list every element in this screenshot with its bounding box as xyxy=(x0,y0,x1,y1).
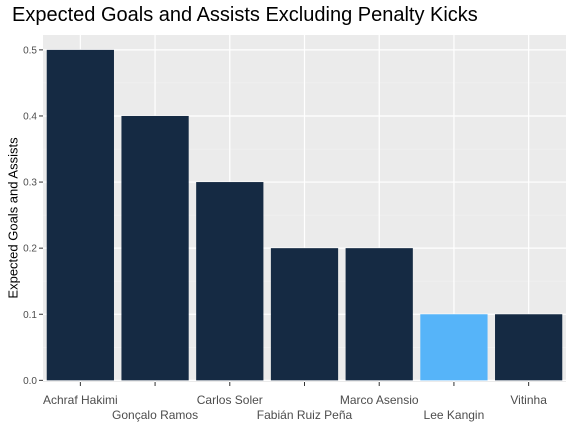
bar-gon-alo-ramos xyxy=(121,115,189,381)
y-tick-label: 0.5 xyxy=(23,45,37,56)
bar-lee-kangin xyxy=(420,314,488,381)
x-tick-label: Lee Kangin xyxy=(424,408,485,422)
bar-achraf-hakimi xyxy=(46,49,114,381)
bar-marco-asensio xyxy=(345,248,413,381)
y-tick-label: 0.1 xyxy=(23,310,37,321)
y-tick-label: 0.0 xyxy=(23,376,37,387)
x-tick-label: Carlos Soler xyxy=(197,393,263,407)
x-tick-label: Vitinha xyxy=(510,393,547,407)
bar-fabi-n-ruiz-pe-a xyxy=(270,248,339,381)
x-tick-label: Marco Asensio xyxy=(340,393,419,407)
x-tick-label: Achraf Hakimi xyxy=(43,393,118,407)
x-tick-label: Fabián Ruiz Peña xyxy=(257,408,353,422)
bar-vitinha xyxy=(495,314,563,381)
x-tick-label: Gonçalo Ramos xyxy=(112,408,198,422)
chart-title: Expected Goals and Assists Excluding Pen… xyxy=(12,4,478,26)
y-tick-label: 0.4 xyxy=(23,111,37,122)
y-tick-label: 0.2 xyxy=(23,244,37,255)
y-tick-label: 0.3 xyxy=(23,178,37,189)
bar-carlos-soler xyxy=(196,182,264,381)
